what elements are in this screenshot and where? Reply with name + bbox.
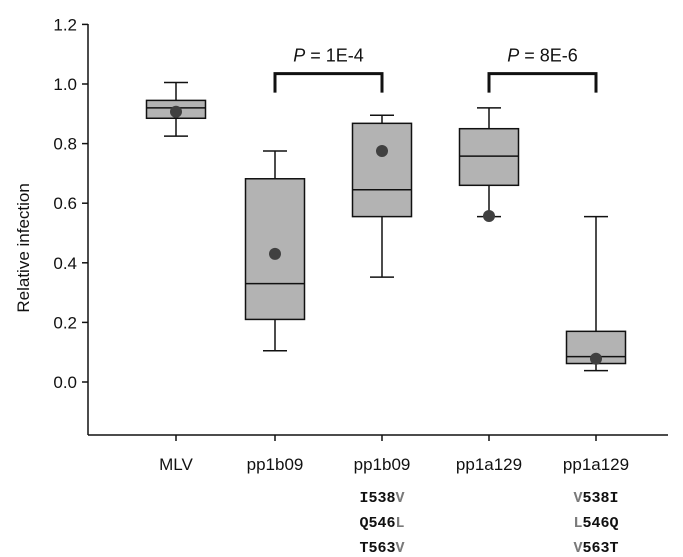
box-1 bbox=[145, 81, 207, 137]
y-tick-label: 1.2 bbox=[53, 15, 77, 34]
mutation-to: V bbox=[396, 490, 405, 507]
significance-annotations: P = 1E-4 P = 8E-6 bbox=[273, 46, 598, 93]
mutation-to: T bbox=[610, 540, 619, 557]
mutation-label: V538I bbox=[573, 490, 618, 507]
mutation-to: V bbox=[396, 540, 405, 557]
x-category-label: pp1a129 bbox=[456, 455, 522, 474]
mutation-to: I bbox=[610, 490, 619, 507]
x-category-label: pp1a129 bbox=[563, 455, 629, 474]
significance-bracket bbox=[487, 72, 598, 93]
box-5 bbox=[565, 215, 627, 372]
p-value: = 1E-4 bbox=[305, 46, 364, 66]
box-4 bbox=[458, 107, 520, 223]
iqr-box bbox=[351, 122, 413, 218]
p-value-label: P = 8E-6 bbox=[507, 46, 578, 66]
p-value-label: P = 1E-4 bbox=[293, 46, 364, 66]
y-tick-label: 1.0 bbox=[53, 75, 77, 94]
p-symbol: P bbox=[507, 46, 519, 66]
box-3 bbox=[351, 114, 413, 278]
mutation-from: T bbox=[359, 540, 368, 557]
mutation-position: 546 bbox=[582, 515, 609, 532]
mutation-from: V bbox=[573, 540, 582, 557]
mutation-label: T563V bbox=[359, 540, 404, 557]
mutation-from: V bbox=[573, 490, 582, 507]
p-symbol: P bbox=[293, 46, 305, 66]
mutation-label: I538V bbox=[359, 490, 404, 507]
mean-dot bbox=[376, 145, 388, 158]
y-tick-label: 0.6 bbox=[53, 194, 77, 213]
significance-bracket bbox=[273, 72, 384, 93]
box-2 bbox=[244, 150, 306, 352]
y-tick-label: 0.4 bbox=[53, 254, 77, 273]
axes: 0.0 0.2 0.4 0.6 0.8 1.0 1.2 bbox=[53, 15, 668, 441]
mutation-from: Q bbox=[359, 515, 368, 532]
mean-dot bbox=[590, 352, 602, 365]
mean-dot bbox=[170, 105, 182, 118]
mutation-position: 546 bbox=[368, 515, 395, 532]
y-tick-label: 0.8 bbox=[53, 135, 77, 154]
mutation-label: V563T bbox=[573, 540, 618, 557]
mean-dot bbox=[483, 210, 495, 223]
mutation-to: Q bbox=[610, 515, 619, 532]
mutation-label: Q546L bbox=[359, 515, 404, 532]
x-category-label: pp1b09 bbox=[247, 455, 304, 474]
boxes bbox=[145, 81, 627, 372]
mutation-position: 563 bbox=[582, 540, 609, 557]
mutation-label: L546Q bbox=[573, 515, 618, 532]
mutation-from: I bbox=[359, 490, 368, 507]
mutation-from: L bbox=[573, 515, 582, 532]
y-tick-label: 0.0 bbox=[53, 373, 77, 392]
p-value: = 8E-6 bbox=[519, 46, 578, 66]
mutation-position: 538 bbox=[368, 490, 395, 507]
mutation-to: L bbox=[396, 515, 405, 532]
mutation-position: 563 bbox=[368, 540, 395, 557]
x-category-label: pp1b09 bbox=[354, 455, 411, 474]
mean-dot bbox=[269, 247, 281, 260]
iqr-box bbox=[458, 127, 520, 187]
y-axis-label: Relative infection bbox=[14, 183, 33, 312]
x-category-label: MLV bbox=[159, 455, 193, 474]
y-tick-label: 0.2 bbox=[53, 313, 77, 332]
mutation-position: 538 bbox=[582, 490, 609, 507]
